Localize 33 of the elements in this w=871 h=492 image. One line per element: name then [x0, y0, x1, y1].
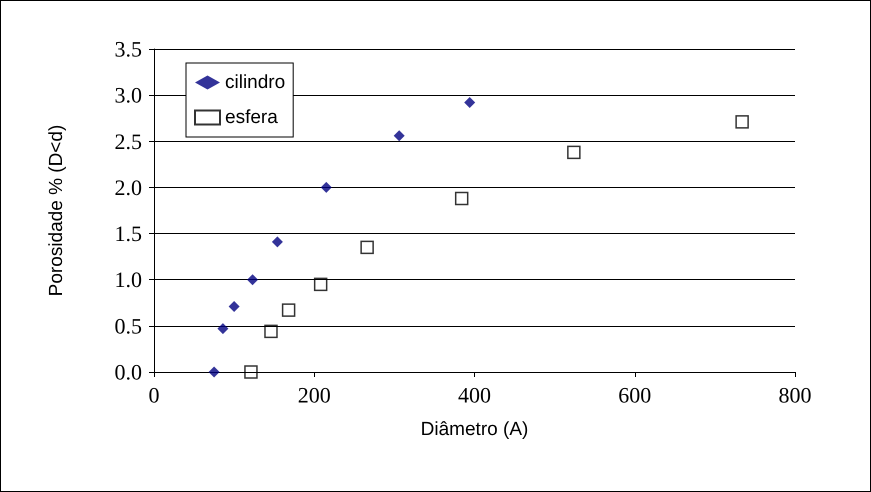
point [314, 278, 328, 292]
legend-label: esfera [225, 107, 278, 128]
point [394, 130, 405, 142]
y-tick-label: 1.0 [114, 267, 142, 292]
point [360, 240, 374, 254]
y-tick-label: 0.5 [114, 313, 142, 338]
y-tick-label: 2.0 [114, 174, 142, 200]
point [282, 303, 296, 317]
legend-label: cilindro [225, 72, 286, 93]
point [454, 192, 468, 206]
point [244, 365, 258, 379]
point [567, 146, 581, 160]
x-tick-label: 800 [778, 382, 812, 408]
point [264, 324, 278, 338]
y-tick-label: 3.5 [114, 36, 142, 62]
point [208, 366, 220, 378]
x-tick-label: 600 [618, 382, 652, 408]
y-tick-label: 0.0 [114, 360, 142, 384]
point [217, 323, 228, 334]
point [247, 274, 258, 286]
y-tick-label: 1.5 [114, 221, 142, 246]
point [228, 300, 240, 312]
x-tick-label: 0 [148, 382, 160, 408]
x-tick-label: 400 [458, 382, 491, 408]
y-tick-label: 3.0 [114, 82, 142, 108]
point [320, 182, 332, 193]
y-axis-title: Porosidade % (D<d) [46, 124, 67, 296]
point [272, 236, 283, 248]
y-tick-label: 2.5 [114, 128, 142, 154]
x-axis-title: Diâmetro (A) [420, 419, 528, 440]
point [464, 97, 476, 108]
point [735, 115, 749, 129]
x-tick-label: 200 [298, 382, 331, 408]
